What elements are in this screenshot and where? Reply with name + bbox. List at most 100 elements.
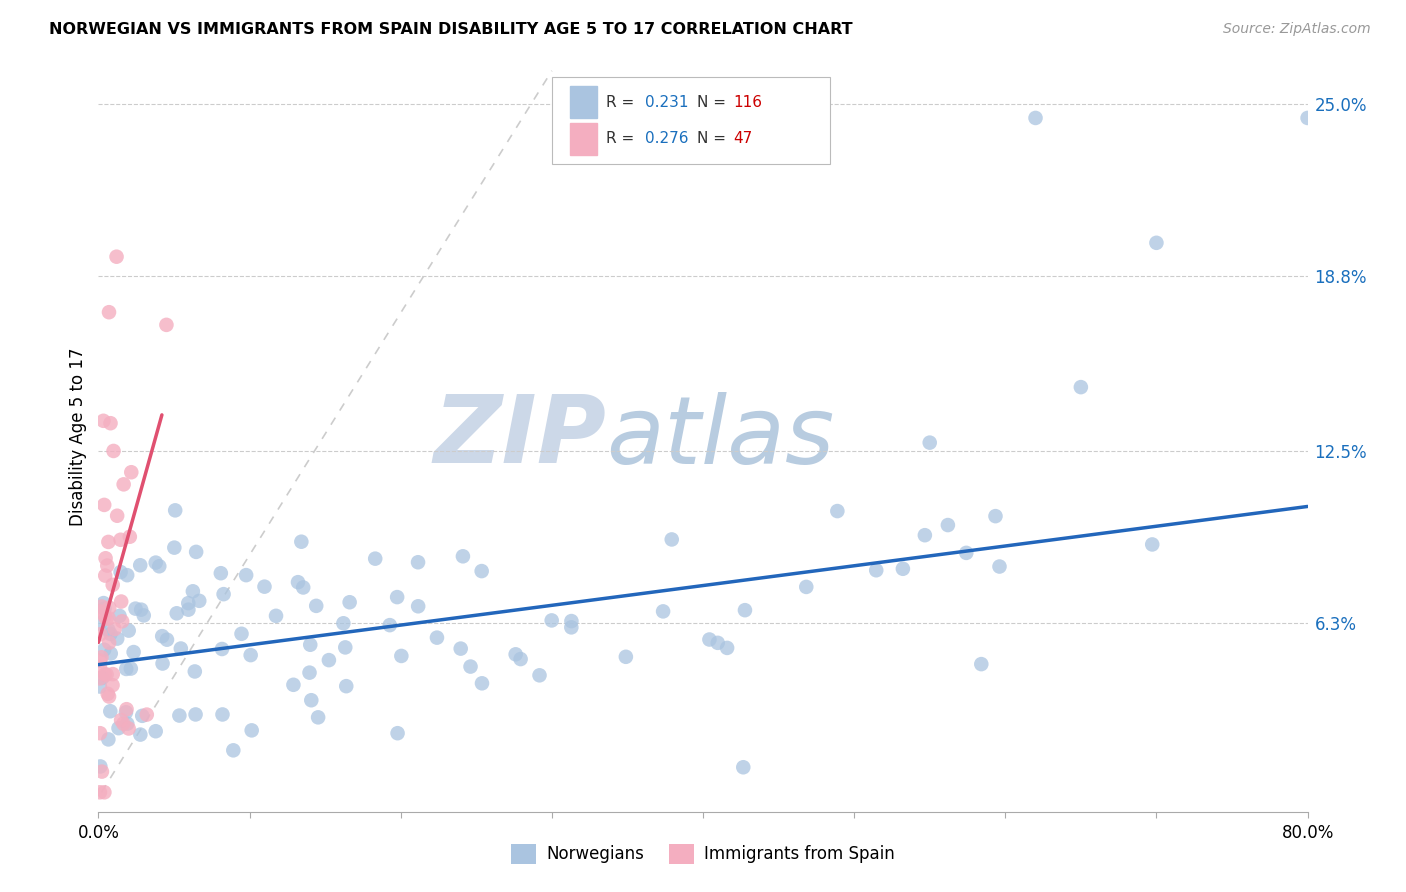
Point: [239, 648, 262, 662]
Point: [152, 657, 174, 671]
Point: [117, 716, 139, 731]
Point: [1144, 235, 1167, 250]
Point: [111, 615, 134, 629]
Point: [93, 609, 115, 624]
Point: [145, 724, 167, 739]
Point: [89, 672, 111, 686]
Bar: [569, 87, 596, 118]
Point: [733, 760, 755, 774]
Point: [100, 416, 122, 430]
Point: [129, 602, 152, 616]
Point: [177, 596, 200, 610]
Point: [93, 414, 115, 428]
Point: [112, 716, 135, 731]
Point: [290, 534, 312, 549]
Point: [89, 785, 111, 799]
Point: [914, 528, 936, 542]
Point: [471, 564, 494, 578]
Point: [105, 632, 128, 646]
Point: [235, 568, 257, 582]
Point: [450, 641, 472, 656]
Point: [89, 726, 111, 740]
Point: [96, 612, 118, 626]
Point: [120, 465, 142, 479]
Point: [1296, 111, 1319, 125]
Point: [156, 632, 179, 647]
Point: [1070, 380, 1092, 394]
Point: [706, 636, 728, 650]
Point: [155, 318, 177, 332]
Point: [115, 706, 138, 720]
Point: [211, 707, 233, 722]
Point: [560, 614, 582, 628]
Point: [118, 530, 141, 544]
Point: [110, 594, 132, 608]
Point: [148, 559, 170, 574]
Point: [108, 608, 131, 623]
Point: [89, 627, 111, 641]
Point: [970, 657, 993, 672]
Point: [614, 649, 637, 664]
Point: [827, 504, 849, 518]
Point: [98, 690, 121, 704]
Point: [307, 710, 329, 724]
Point: [90, 764, 112, 779]
Point: [135, 707, 157, 722]
Point: [181, 584, 204, 599]
Point: [177, 602, 200, 616]
Point: [97, 732, 120, 747]
Point: [165, 503, 187, 517]
Point: [794, 580, 817, 594]
Point: [166, 607, 188, 621]
Point: [936, 518, 959, 533]
Text: R =: R =: [606, 131, 640, 146]
Point: [339, 595, 361, 609]
Point: [93, 596, 115, 610]
Point: [91, 671, 114, 685]
Point: [865, 563, 887, 577]
Point: [335, 640, 357, 655]
Point: [264, 608, 287, 623]
Point: [118, 624, 141, 638]
Point: [426, 631, 449, 645]
Point: [93, 642, 115, 657]
Point: [212, 587, 235, 601]
Point: [283, 678, 305, 692]
Point: [318, 653, 340, 667]
Point: [222, 743, 245, 757]
Point: [988, 559, 1011, 574]
Point: [89, 616, 111, 631]
Point: [115, 702, 138, 716]
Text: NORWEGIAN VS IMMIGRANTS FROM SPAIN DISABILITY AGE 5 TO 17 CORRELATION CHART: NORWEGIAN VS IMMIGRANTS FROM SPAIN DISAB…: [49, 22, 853, 37]
Point: [231, 627, 253, 641]
Point: [150, 629, 173, 643]
Point: [1024, 111, 1046, 125]
Point: [364, 551, 387, 566]
Point: [661, 533, 683, 547]
Point: [188, 594, 211, 608]
Point: [299, 693, 322, 707]
Point: [100, 647, 122, 661]
Text: 0.231: 0.231: [645, 95, 689, 110]
Point: [240, 723, 263, 738]
Point: [387, 726, 409, 740]
Point: [734, 603, 756, 617]
Point: [955, 546, 977, 560]
Point: [292, 581, 315, 595]
Point: [209, 566, 232, 581]
Text: 47: 47: [734, 131, 752, 146]
Point: [184, 665, 207, 679]
Point: [105, 508, 128, 523]
Point: [89, 654, 111, 668]
Point: [560, 620, 582, 634]
Point: [460, 659, 482, 673]
Bar: [569, 123, 596, 154]
Point: [94, 568, 117, 582]
Point: [332, 616, 354, 631]
Point: [406, 599, 429, 614]
Point: [505, 648, 527, 662]
Point: [298, 665, 321, 680]
Point: [118, 722, 141, 736]
Point: [768, 103, 790, 117]
Point: [115, 568, 138, 582]
